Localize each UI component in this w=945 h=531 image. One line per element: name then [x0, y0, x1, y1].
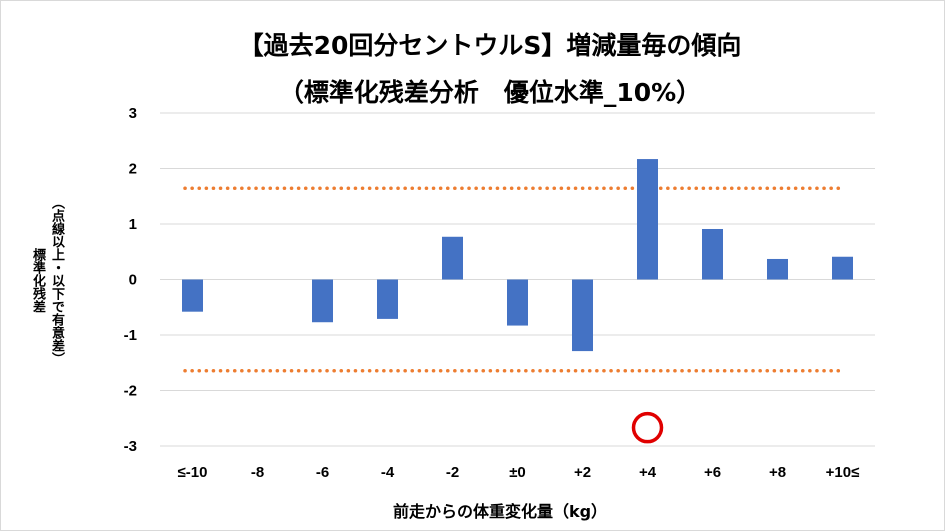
x-tick-label: +6 [704, 464, 721, 481]
chart-title: 【過去20回分セントウルS】増減量毎の傾向 [238, 31, 742, 60]
bar [702, 228, 723, 280]
x-tick-label: +10≤ [826, 464, 860, 481]
y-tick-label: -3 [124, 438, 137, 455]
bar [442, 236, 463, 280]
bar [572, 279, 593, 352]
y-tick-label: -1 [124, 327, 137, 344]
bar [377, 279, 398, 319]
bar [312, 279, 333, 323]
x-tick-label: +8 [769, 464, 786, 481]
x-tick-label: +2 [574, 464, 591, 481]
bar [182, 279, 203, 312]
highlight-circle-marker [631, 411, 664, 444]
y-axis-title: 標準化残差 [30, 247, 45, 313]
x-tick-label: -2 [446, 464, 459, 481]
y-tick-label: -2 [124, 383, 137, 400]
x-tick-label: +4 [639, 464, 657, 481]
x-tick-label: -6 [316, 464, 329, 481]
y-tick-label: 2 [129, 161, 137, 178]
y-axis-note: （点線以上・以下で有意差） [49, 195, 64, 365]
y-tick-label: 0 [129, 272, 137, 289]
y-tick-label: 1 [129, 216, 137, 233]
chart-subtitle: （標準化残差分析 優位水準_10%） [278, 78, 702, 107]
bar [507, 279, 528, 326]
bar [637, 159, 658, 280]
x-tick-label: ≤-10 [178, 464, 208, 481]
x-tick-label: ±0 [509, 464, 526, 481]
x-tick-label: -4 [381, 464, 395, 481]
y-axis-label: （点線以上・以下で有意差） 標準化残差 [14, 130, 74, 430]
x-axis-label: 前走からの体重変化量（kg） [392, 502, 608, 521]
y-tick-label: 3 [129, 105, 137, 122]
bar [767, 258, 788, 280]
bar [832, 256, 853, 280]
x-tick-label: -8 [251, 464, 264, 481]
